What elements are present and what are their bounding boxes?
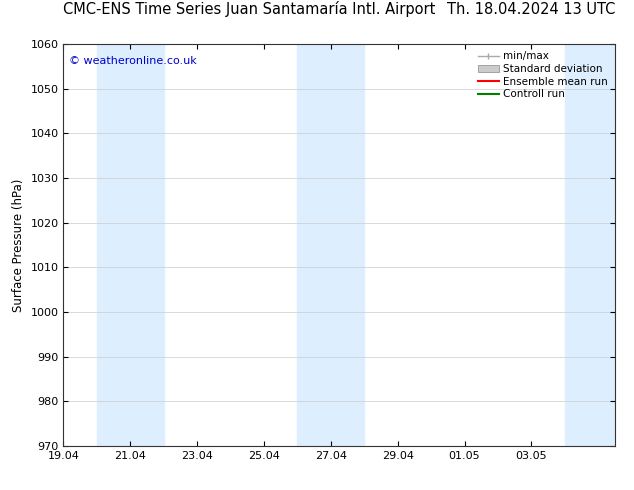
Text: CMC-ENS Time Series Juan Santamaría Intl. Airport: CMC-ENS Time Series Juan Santamaría Intl… (63, 1, 436, 17)
Text: Th. 18.04.2024 13 UTC: Th. 18.04.2024 13 UTC (446, 2, 615, 17)
Bar (297, 44, 365, 446)
Bar (565, 44, 615, 446)
Y-axis label: Surface Pressure (hPa): Surface Pressure (hPa) (12, 178, 25, 312)
Legend: min/max, Standard deviation, Ensemble mean run, Controll run: min/max, Standard deviation, Ensemble me… (476, 49, 610, 101)
Bar (97, 44, 164, 446)
Text: © weatheronline.co.uk: © weatheronline.co.uk (69, 56, 197, 66)
